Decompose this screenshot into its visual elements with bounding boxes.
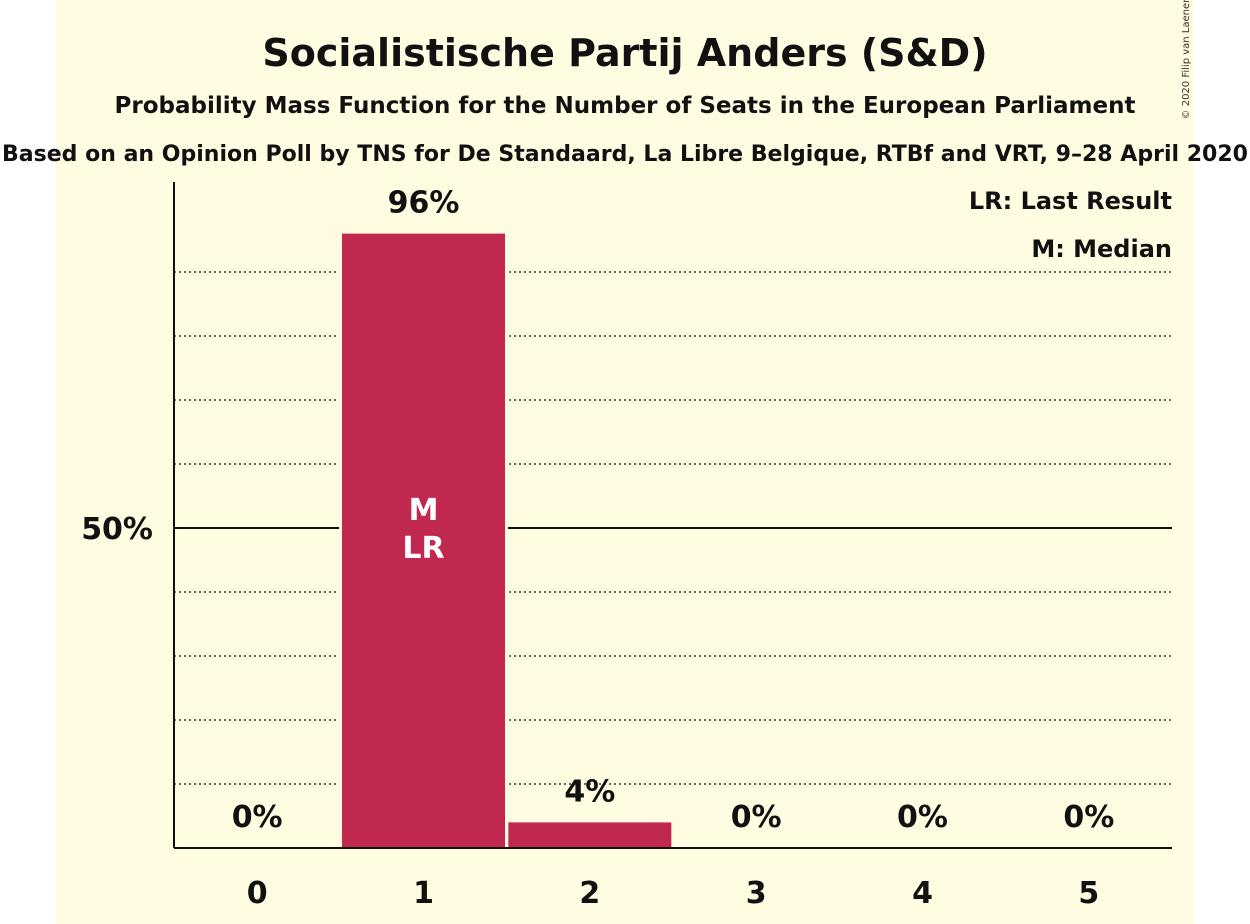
x-tick-label-4: 4 (912, 876, 933, 911)
chart-background (56, 0, 1194, 924)
x-tick-label-2: 2 (579, 876, 600, 911)
data-label-1: 96% (388, 186, 460, 221)
bar-1 (342, 233, 505, 849)
data-label-3: 0% (731, 800, 782, 835)
y-tick-label-50: 50% (81, 512, 153, 547)
data-label-5: 0% (1063, 800, 1114, 835)
bar-marker-m: M (409, 493, 439, 528)
x-tick-label-5: 5 (1078, 876, 1099, 911)
chart-subtitle: Probability Mass Function for the Number… (115, 93, 1136, 119)
legend-last-result: LR: Last Result (969, 187, 1172, 215)
x-tick-label-3: 3 (746, 876, 767, 911)
data-label-0: 0% (232, 800, 283, 835)
data-label-2: 4% (564, 774, 615, 809)
data-label-4: 0% (897, 800, 948, 835)
x-tick-label-1: 1 (413, 876, 434, 911)
data-labels: 0% 96% 4% 0% 0% 0% MLR (232, 186, 1115, 835)
copyright-notice: © 2020 Filip van Laenen (1181, 0, 1192, 119)
legend-median: M: Median (1031, 235, 1172, 263)
axes: 50% 0 1 2 3 4 5 (81, 182, 1172, 911)
chart-title: Socialistische Partij Anders (S&D) (262, 31, 987, 75)
bar-marker-lr: LR (402, 531, 444, 566)
bars (339, 230, 675, 849)
x-tick-label-0: 0 (247, 876, 268, 911)
chart-source-line: Based on an Opinion Poll by TNS for De S… (2, 142, 1248, 167)
bar-2 (508, 822, 672, 848)
